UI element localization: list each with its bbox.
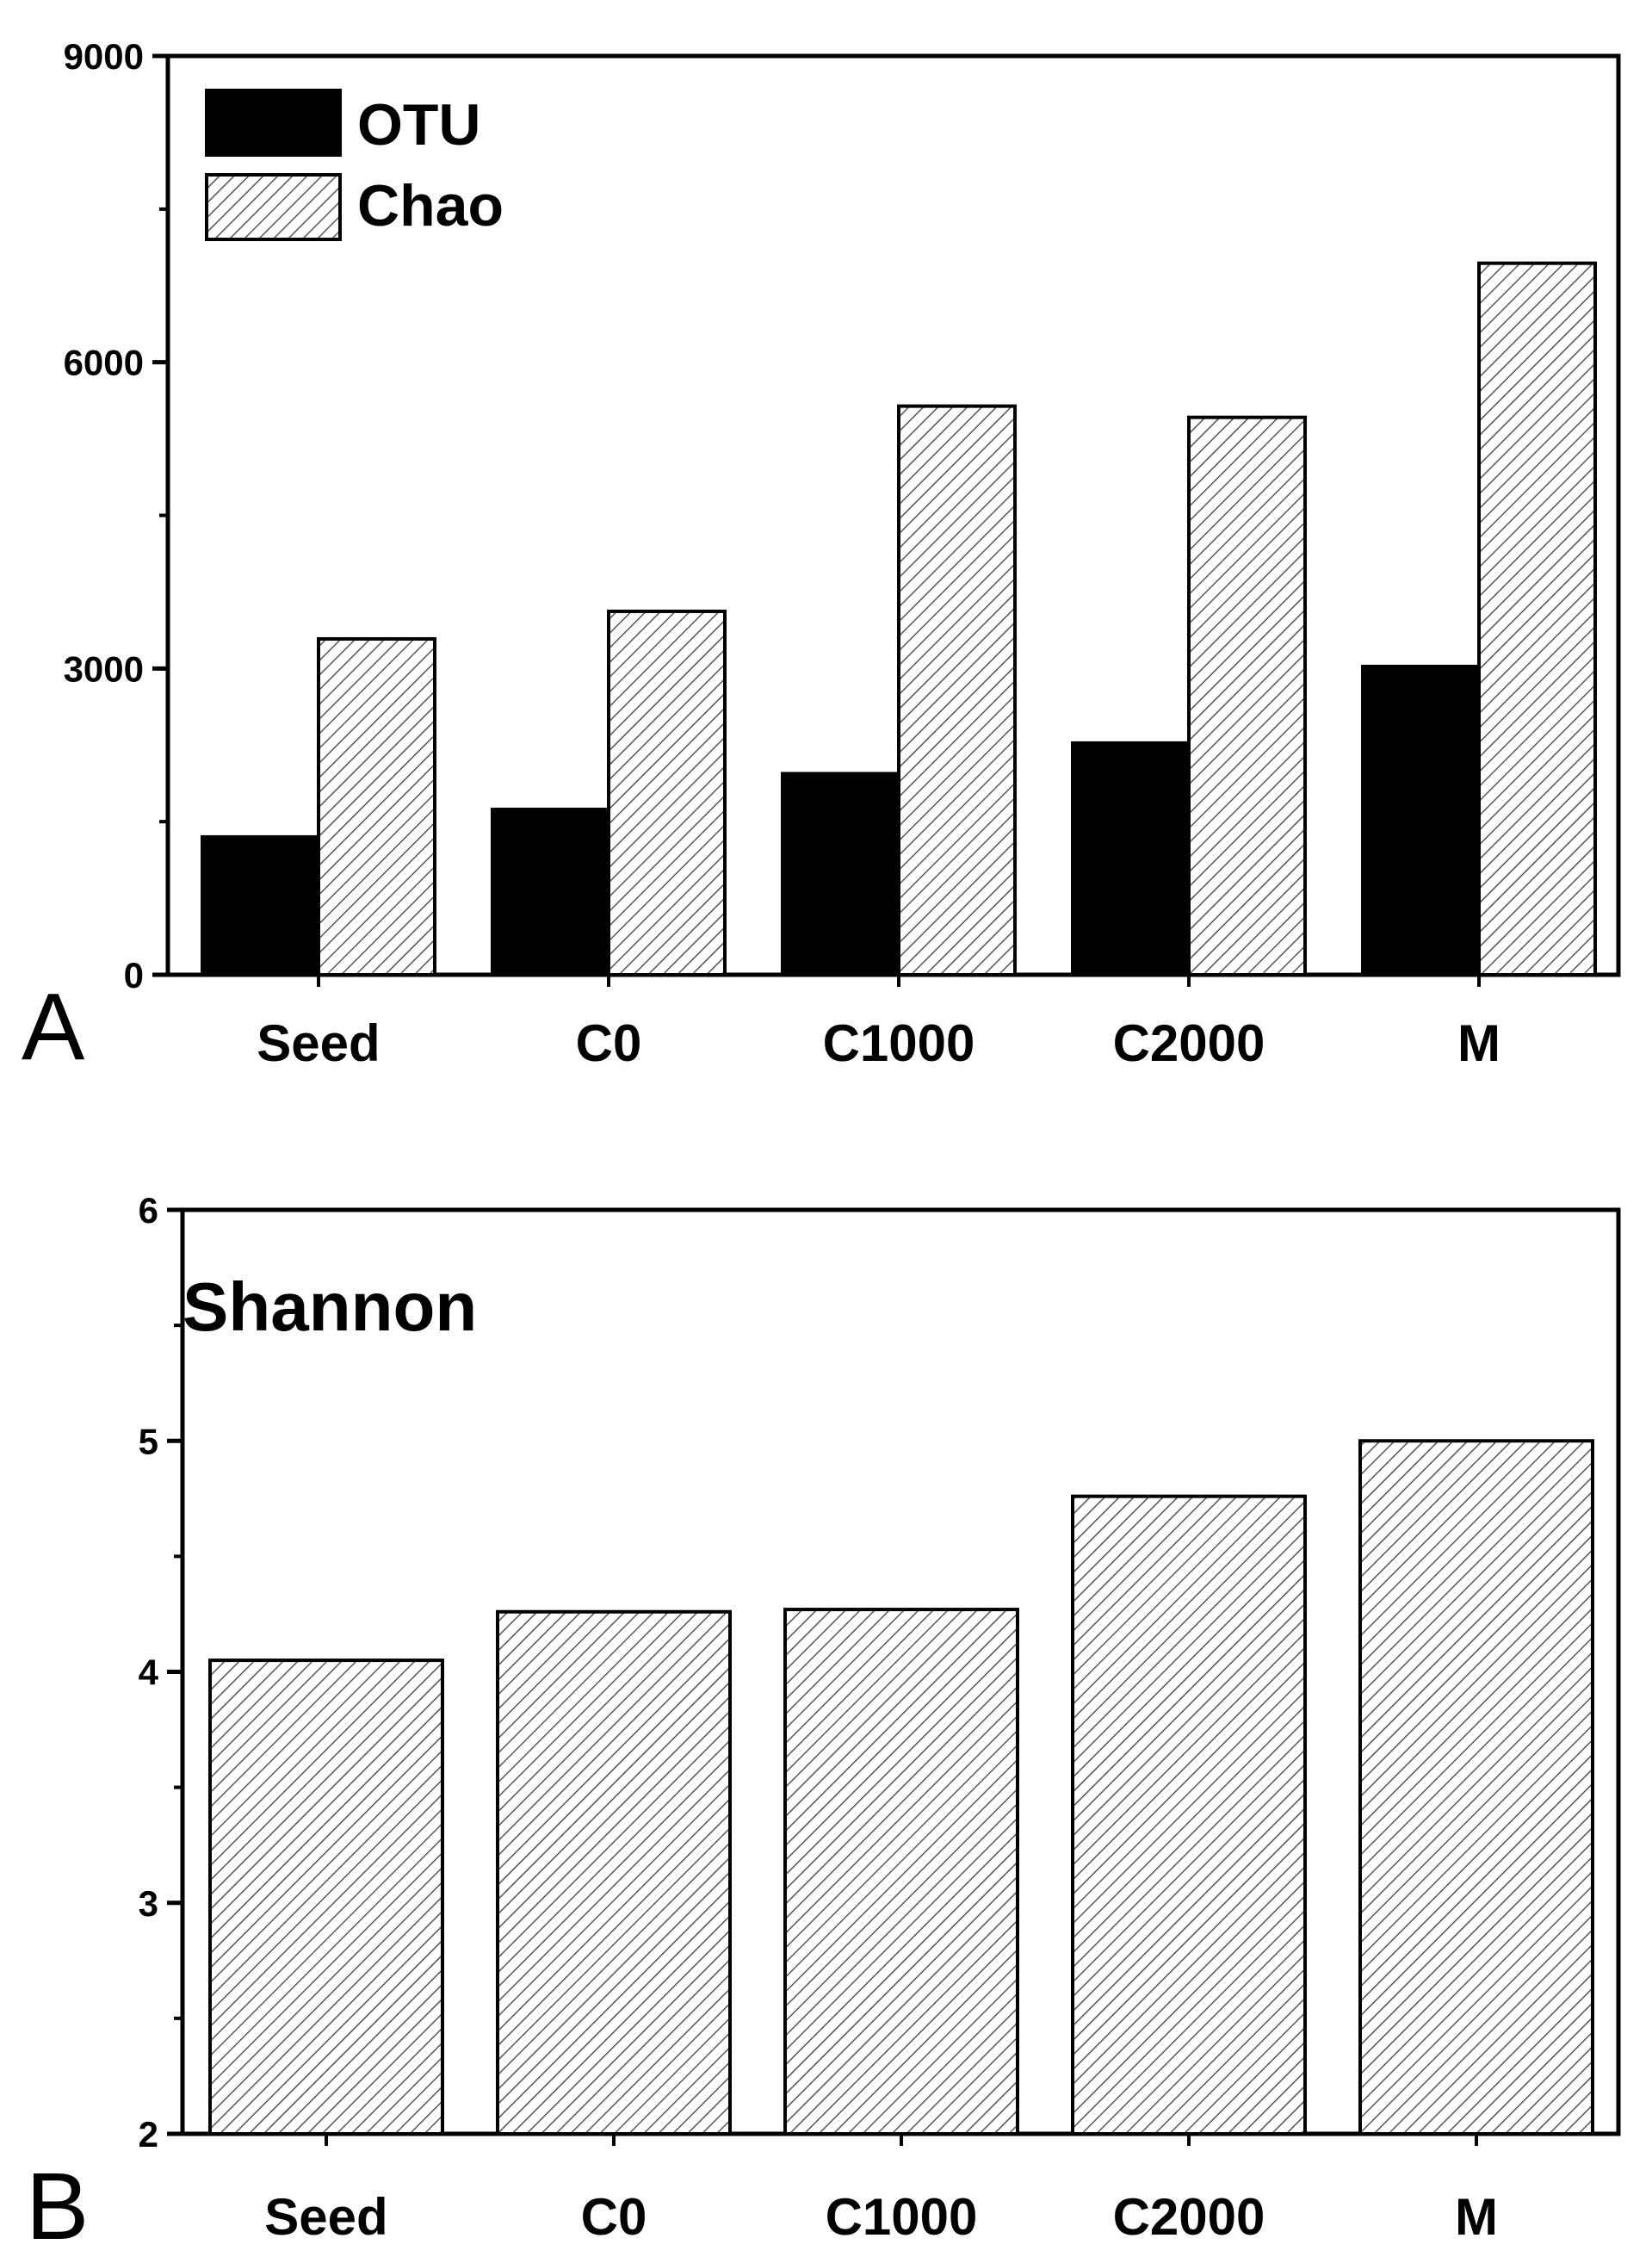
- x-tick-label-c0: C0: [576, 1014, 642, 1072]
- y-tick-label: 3: [139, 1883, 158, 1924]
- bar-otu-m: [1361, 664, 1481, 976]
- bar-shannon-seed: [208, 1658, 444, 2136]
- x-tick-label-m: M: [1455, 2188, 1498, 2246]
- bar-shannon-m: [1358, 1439, 1594, 2136]
- panel-label-b: B: [26, 2154, 89, 2260]
- x-axis-a: Seed C0 C1000 C2000 M: [257, 975, 1500, 1072]
- y-tick-label: 9000: [64, 36, 144, 77]
- legend-label-chao: Chao: [357, 173, 504, 239]
- y-tick-label: 4: [139, 1652, 159, 1693]
- x-tick-label-m: M: [1457, 1014, 1500, 1072]
- x-tick-label-c0: C0: [581, 2188, 647, 2246]
- legend-label-otu: OTU: [357, 92, 481, 158]
- bar-otu-c0: [491, 807, 610, 976]
- y-axis-a: 0 3000 6000 9000: [64, 36, 168, 995]
- y-tick-label: 2: [139, 2114, 158, 2154]
- x-tick-label-c1000: C1000: [826, 2188, 978, 2246]
- bar-shannon-c1000: [783, 1608, 1019, 2136]
- y-tick-label: 3000: [64, 648, 144, 689]
- bar-shannon-c0: [496, 1609, 732, 2136]
- bars-a: [201, 261, 1597, 977]
- bar-otu-c2000: [1071, 741, 1191, 977]
- chart-panel-b: 2 3 4 5 6 Seed C0 C1000 C2000 M Shannon B: [26, 1190, 1621, 2260]
- bar-chao-c2000: [1187, 415, 1307, 977]
- bar-chao-m: [1477, 261, 1597, 976]
- x-tick-label-seed: Seed: [257, 1014, 380, 1072]
- series-annotation-shannon: Shannon: [183, 1268, 477, 1345]
- bar-otu-c1000: [781, 772, 900, 976]
- y-tick-label: 5: [139, 1421, 158, 1461]
- bar-chao-c1000: [897, 404, 1017, 976]
- x-tick-label-seed: Seed: [264, 2188, 387, 2246]
- legend-swatch-chao: [205, 173, 342, 241]
- bar-chao-c0: [607, 609, 727, 976]
- bar-otu-seed: [201, 834, 320, 977]
- y-axis-b: 2 3 4 5 6: [139, 1190, 183, 2154]
- bars-b: [208, 1439, 1594, 2136]
- x-tick-label-c2000: C2000: [1113, 2188, 1265, 2246]
- y-tick-label: 0: [124, 955, 144, 995]
- panel-label-a: A: [22, 974, 85, 1080]
- chart-panel-a: 0 3000 6000 9000 Seed C0 C1000 C2000 M OTU Chao…: [22, 36, 1621, 1080]
- y-tick-label: 6: [139, 1190, 158, 1231]
- x-tick-label-c1000: C1000: [823, 1014, 975, 1072]
- legend-a: OTU Chao: [205, 89, 504, 241]
- bar-shannon-c2000: [1071, 1494, 1307, 2136]
- x-tick-label-c2000: C2000: [1113, 1014, 1265, 1072]
- y-tick-label: 6000: [64, 343, 144, 383]
- legend-swatch-otu: [205, 89, 342, 157]
- x-axis-b: Seed C0 C1000 C2000 M: [264, 2134, 1498, 2246]
- bar-chao-seed: [317, 636, 436, 976]
